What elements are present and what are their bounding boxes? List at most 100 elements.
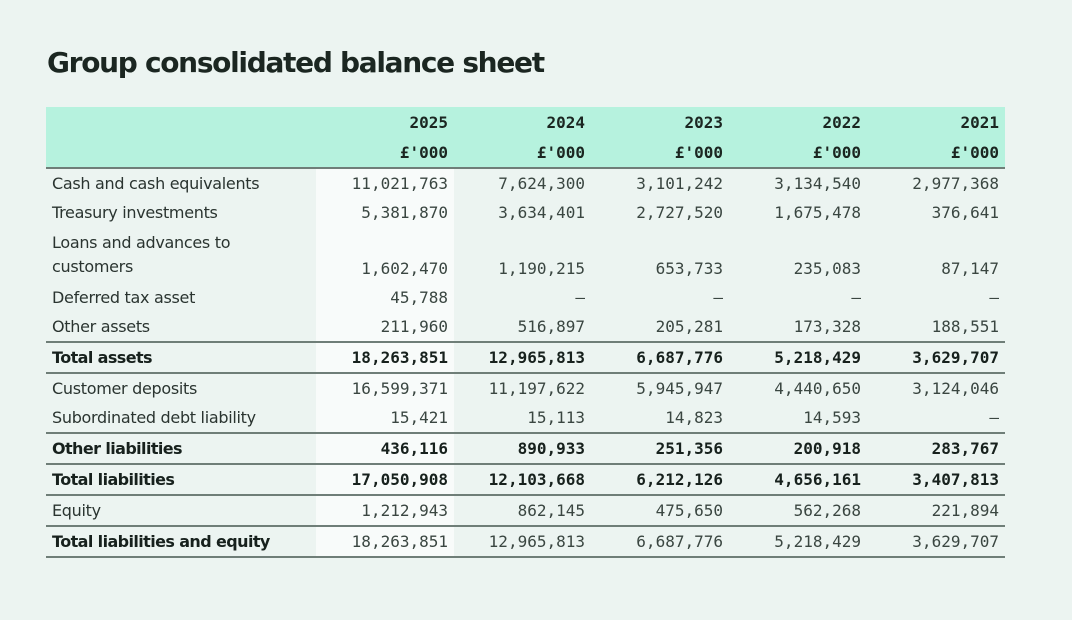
- cell-2024: 516,897: [517, 316, 585, 336]
- row-deferred-tax-asset: Deferred tax asset 45,788 — — — —: [46, 283, 1005, 312]
- row-cash-and-cash-equivalents: Cash and cash equivalents 11,021,763 7,6…: [46, 168, 1005, 198]
- row-equity: Equity 1,212,943 862,145 475,650 562,268…: [46, 495, 1005, 527]
- cell-2023: 205,281: [655, 316, 723, 336]
- year-header-2025: 2025: [316, 107, 454, 137]
- cell-2025: 18,263,851: [316, 341, 454, 374]
- cell-2021: 3,629,707: [867, 341, 1005, 374]
- cell-2023: 653,733: [655, 259, 723, 278]
- cell-2023: 2,727,520: [636, 202, 723, 222]
- year-header-2022: 2022: [729, 107, 867, 137]
- row-label: Cash and cash equivalents: [52, 173, 260, 193]
- unit-header-2022: £'000: [729, 137, 867, 169]
- cell-2025: 17,050,908: [316, 464, 454, 496]
- row-label: Other liabilities: [46, 432, 316, 465]
- cell-2025: 1,212,943: [316, 495, 454, 527]
- row-treasury-investments: Treasury investments 5,381,870 3,634,401…: [46, 198, 1005, 227]
- cell-2022: —: [851, 287, 861, 307]
- cell-2022: 173,328: [793, 316, 861, 336]
- cell-2021: 221,894: [867, 495, 1005, 527]
- page-title: Group consolidated balance sheet: [47, 46, 545, 79]
- cell-2023: 14,823: [665, 407, 723, 427]
- unit-header-2023: £'000: [591, 137, 729, 169]
- cell-2021: 188,551: [931, 316, 999, 336]
- row-label: Total assets: [46, 341, 316, 374]
- unit-header-2025: £'000: [316, 137, 454, 169]
- row-label: Equity: [46, 495, 316, 527]
- cell-2021: 283,767: [867, 432, 1005, 465]
- row-label: Other assets: [52, 316, 150, 336]
- row-other-assets: Other assets 211,960 516,897 205,281 173…: [46, 312, 1005, 342]
- cell-2025: 5,381,870: [316, 198, 454, 227]
- table-header: 2025 2024 2023 2022 2021 £'000 £'000 £'0…: [46, 107, 1005, 169]
- cell-2023: 5,945,947: [636, 378, 723, 398]
- cell-2024: 862,145: [454, 495, 591, 527]
- row-loans-and-advances: Loans and advances to customers 1,602,47…: [46, 227, 1005, 283]
- cell-2021: 87,147: [941, 259, 999, 278]
- year-header-row: 2025 2024 2023 2022 2021: [46, 107, 1005, 137]
- cell-2022: 4,656,161: [729, 464, 867, 496]
- cell-2022: 5,218,429: [729, 526, 867, 558]
- row-total-liabilities: Total liabilities 17,050,908 12,103,668 …: [46, 464, 1005, 496]
- cell-2024: 12,965,813: [454, 341, 591, 374]
- cell-2022: 1,675,478: [774, 202, 861, 222]
- cell-2023: 3,101,242: [636, 173, 723, 193]
- cell-2022: 200,918: [729, 432, 867, 465]
- cell-2025: 16,599,371: [316, 373, 454, 403]
- year-header-2021: 2021: [867, 107, 1005, 137]
- unit-header-2024: £'000: [454, 137, 591, 169]
- unit-header-2021: £'000: [867, 137, 1005, 169]
- cell-2022: 3,134,540: [774, 173, 861, 193]
- table-body: Cash and cash equivalents 11,021,763 7,6…: [46, 168, 1005, 558]
- row-label: Customer deposits: [52, 378, 198, 398]
- cell-2022: 235,083: [793, 259, 861, 278]
- cell-2021: 3,407,813: [867, 464, 1005, 496]
- unit-header-row: £'000 £'000 £'000 £'000 £'000: [46, 137, 1005, 169]
- cell-2021: 376,641: [931, 202, 999, 222]
- row-label: Total liabilities and equity: [46, 526, 316, 558]
- row-subordinated-debt: Subordinated debt liability 15,421 15,11…: [46, 403, 1005, 433]
- row-total-assets: Total assets 18,263,851 12,965,813 6,687…: [46, 341, 1005, 374]
- cell-2024: 890,933: [454, 432, 591, 465]
- cell-2024: 11,197,622: [488, 378, 585, 398]
- cell-2024: 3,634,401: [498, 202, 585, 222]
- cell-2025: 1,602,470: [316, 227, 454, 283]
- row-label: Deferred tax asset: [52, 287, 196, 307]
- row-label: Total liabilities: [46, 464, 316, 496]
- cell-2024: 12,103,668: [454, 464, 591, 496]
- cell-2023: 475,650: [591, 495, 729, 527]
- cell-2023: 6,212,126: [591, 464, 729, 496]
- year-header-2024: 2024: [454, 107, 591, 137]
- header-blank-cell: [46, 107, 316, 137]
- cell-2025: 11,021,763: [316, 168, 454, 198]
- cell-2025: 15,421: [316, 403, 454, 433]
- row-customer-deposits: Customer deposits 16,599,371 11,197,622 …: [46, 373, 1005, 403]
- cell-2025: 211,960: [316, 312, 454, 342]
- row-label: Treasury investments: [52, 202, 218, 222]
- cell-2024: 12,965,813: [454, 526, 591, 558]
- row-total-liabilities-and-equity: Total liabilities and equity 18,263,851 …: [46, 526, 1005, 558]
- cell-2024: 1,190,215: [498, 259, 585, 278]
- cell-2021: —: [989, 407, 999, 427]
- cell-2025: 18,263,851: [316, 526, 454, 558]
- balance-sheet-table: 2025 2024 2023 2022 2021 £'000 £'000 £'0…: [46, 107, 1005, 558]
- row-other-liabilities: Other liabilities 436,116 890,933 251,35…: [46, 432, 1005, 465]
- cell-2022: 562,268: [729, 495, 867, 527]
- cell-2021: 2,977,368: [912, 173, 999, 193]
- cell-2024: 15,113: [527, 407, 585, 427]
- cell-2024: —: [575, 287, 585, 307]
- header-blank-cell: [46, 137, 316, 169]
- cell-2021: 3,629,707: [867, 526, 1005, 558]
- cell-2024: 7,624,300: [498, 173, 585, 193]
- cell-2021: 3,124,046: [912, 378, 999, 398]
- row-label: Subordinated debt liability: [52, 407, 256, 427]
- cell-2022: 4,440,650: [774, 378, 861, 398]
- row-label: Loans and advances to customers: [52, 233, 231, 276]
- cell-2022: 14,593: [803, 407, 861, 427]
- cell-2021: —: [989, 287, 999, 307]
- cell-2023: 6,687,776: [591, 341, 729, 374]
- cell-2022: 5,218,429: [729, 341, 867, 374]
- cell-2025: 45,788: [316, 283, 454, 312]
- cell-2023: —: [713, 287, 723, 307]
- year-header-2023: 2023: [591, 107, 729, 137]
- cell-2023: 6,687,776: [591, 526, 729, 558]
